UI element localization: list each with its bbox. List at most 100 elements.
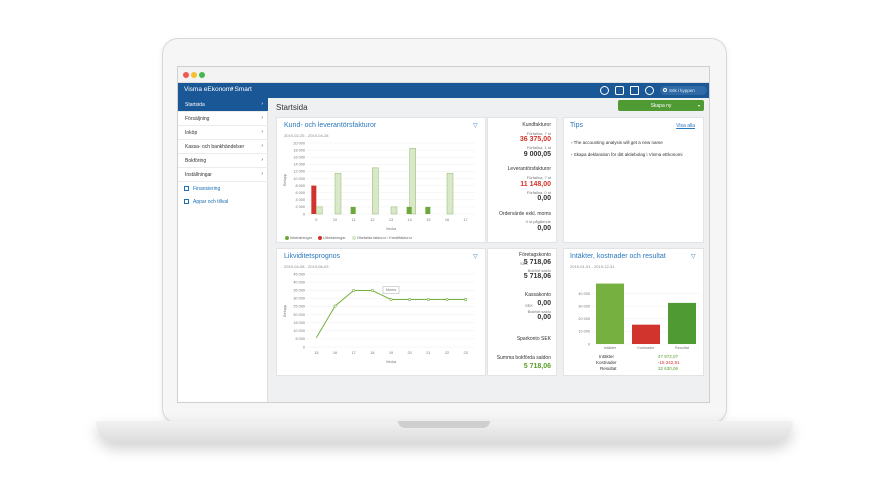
- bar-obetalda: [390, 206, 398, 215]
- results-chart: 0 10 000 20 000 30 000 40 000 Intäkter Kostnad…: [578, 283, 700, 350]
- y-tick-label: 20 000: [293, 313, 305, 317]
- sidebar-item-startsida[interactable]: Startsida ›: [178, 98, 268, 112]
- x-tick-label: 13: [389, 218, 393, 222]
- y-tick-label: 45 000: [293, 272, 305, 276]
- lev-unpaid-label: Förfallna, 0 st: [526, 190, 551, 195]
- sidebar-item-bokforing[interactable]: Bokföring ›: [178, 154, 268, 168]
- invoices-chart-card: Kund- och leverantörsfakturor 2019-02-25…: [276, 117, 486, 243]
- x-tick-label: 15: [314, 351, 318, 355]
- search-input[interactable]: [669, 86, 705, 95]
- lev-overdue-label: Förfallna, 7 st: [526, 175, 551, 180]
- chat-icon[interactable]: [615, 86, 624, 95]
- leverantor-label: Leverantörsfakturor: [507, 166, 551, 172]
- y-tick-label: 15 000: [293, 321, 305, 325]
- orders-value[interactable]: 0,00: [537, 225, 551, 232]
- kund-unpaid-value[interactable]: 9 000,05: [523, 151, 551, 158]
- sidebar-link-finansiering[interactable]: Finansiering: [184, 186, 220, 192]
- filter-icon[interactable]: ▽: [473, 254, 478, 260]
- x-tick-label: Resultat: [675, 346, 690, 350]
- tip-text: The accounting analysis will get a new n…: [573, 140, 663, 145]
- laptop-notch: [398, 421, 490, 428]
- company-account-label: Företagskonto: [519, 252, 551, 258]
- cash-account-label: Kassakonto: [524, 292, 551, 298]
- bar-utbetalningar: [311, 185, 317, 214]
- card-period: 2019-04-08 - 2019-06-03: [284, 264, 329, 269]
- card-title: Kund- och leverantörsfakturor: [284, 122, 377, 129]
- lifebuoy-icon[interactable]: [600, 86, 609, 95]
- search-icon: [663, 88, 667, 92]
- forecast-point: [408, 297, 412, 301]
- legend-label: Utbetalningar: [323, 236, 346, 240]
- bar-obetalda: [316, 206, 323, 215]
- tip-item[interactable]: › The accounting analysis will get a new…: [571, 140, 663, 145]
- maximize-dot[interactable]: [199, 72, 205, 78]
- cash-account-value[interactable]: 0,00: [537, 300, 551, 307]
- forecast-point: [426, 297, 430, 301]
- orders-label: Ordervärde exkl. moms: [499, 211, 551, 217]
- chevron-down-icon: ▾: [697, 103, 700, 108]
- bar-inbetalningar: [425, 206, 431, 214]
- sidebar-item-installningar[interactable]: Inställningar ›: [178, 168, 268, 182]
- x-tick-label: 10: [333, 218, 337, 222]
- chevron-right-icon: ›: [261, 115, 263, 121]
- sidebar-item-label: Startsida: [185, 102, 205, 108]
- company-account-value[interactable]: 5 718,06: [523, 259, 551, 266]
- lev-overdue-value[interactable]: 11 148,00: [520, 181, 551, 188]
- y-tick-label: 10 000: [293, 329, 305, 333]
- results-chart-card: Intäkter, kostnader och resultat 2019-01…: [563, 248, 704, 376]
- y-tick-label: 0: [303, 212, 305, 216]
- view-all-link[interactable]: Visa alla: [676, 123, 695, 129]
- help-icon[interactable]: [645, 86, 654, 95]
- y-tick-label: 25 000: [293, 305, 305, 309]
- chevron-right-icon: ›: [261, 101, 263, 107]
- legend-swatch: [318, 236, 323, 240]
- x-tick-label: 16: [445, 218, 449, 222]
- company-booked-value: 5 718,06: [523, 273, 551, 280]
- sidebar-item-inkop[interactable]: Inköp ›: [178, 126, 268, 140]
- x-tick-label: 15: [426, 218, 430, 222]
- x-tick-label: 12: [370, 218, 374, 222]
- kundfakturor-label: Kundfakturor: [522, 122, 551, 128]
- filter-icon[interactable]: ▽: [691, 254, 696, 260]
- sidebar-item-kassa[interactable]: Kassa- och bankhändelser ›: [178, 140, 268, 154]
- create-new-button[interactable]: Skapa ny ▾: [618, 100, 704, 111]
- bar-obetalda: [446, 172, 454, 215]
- savings-account-label: Sparkonto SEK: [516, 336, 551, 342]
- chevron-down-icon[interactable]: ▾: [231, 86, 234, 92]
- y-tick-label: 0: [303, 345, 305, 349]
- tip-item[interactable]: › Skapa deklaration för ditt aktiebolag …: [571, 152, 683, 157]
- minimize-dot[interactable]: [191, 72, 197, 78]
- filter-icon[interactable]: ▽: [473, 123, 478, 129]
- bar-intäkter: [596, 283, 624, 344]
- lev-unpaid-value[interactable]: 0,00: [537, 195, 551, 202]
- kund-overdue-value[interactable]: 36 375,00: [519, 136, 551, 143]
- sidebar-link-appar[interactable]: Appar och tillval: [184, 199, 228, 205]
- bar-resultat: [668, 302, 696, 344]
- sidebar-item-label: Kassa- och bankhändelser: [185, 144, 245, 150]
- sidebar-item-label: Bokföring: [185, 158, 207, 164]
- forecast-point: [370, 289, 374, 293]
- y-tick-label: 10 000: [578, 330, 590, 334]
- laptop-base: [96, 421, 793, 443]
- page-title: Startsida: [276, 103, 308, 112]
- invoices-chart: 0 2 000 4 000 6 000 8 000 10 000 12 000 14 000 1…: [283, 141, 475, 231]
- results-row-label: Resultat: [600, 366, 617, 371]
- x-tick-label: Intäkter: [604, 346, 617, 350]
- sidebar-item-forsaljning[interactable]: Försäljning ›: [178, 112, 268, 126]
- forecast-point: [464, 297, 468, 301]
- y-tick-label: 10 000: [293, 177, 305, 181]
- forecast-point: [445, 297, 449, 301]
- x-tick-label: 17: [464, 218, 468, 222]
- app-name[interactable]: Visma eEkonomi Smart: [184, 86, 252, 93]
- close-dot[interactable]: [183, 72, 189, 78]
- search-box[interactable]: [660, 86, 707, 95]
- bar-obetalda: [334, 172, 342, 215]
- bar-inbetalningar: [350, 206, 356, 214]
- y-tick-label: 20 000: [293, 141, 305, 145]
- shopping-cart-icon[interactable]: [630, 86, 639, 95]
- legend-swatch: [351, 236, 356, 240]
- y-tick-label: 40 000: [578, 292, 590, 296]
- chart-legend: Inbetalningar Utbetalningar Obetalda fak…: [285, 236, 412, 240]
- invoice-summary-card: Kundfakturor Förfallna, 7 st 36 375,00 F…: [487, 117, 557, 243]
- company-account-currency: SEK: [519, 261, 528, 266]
